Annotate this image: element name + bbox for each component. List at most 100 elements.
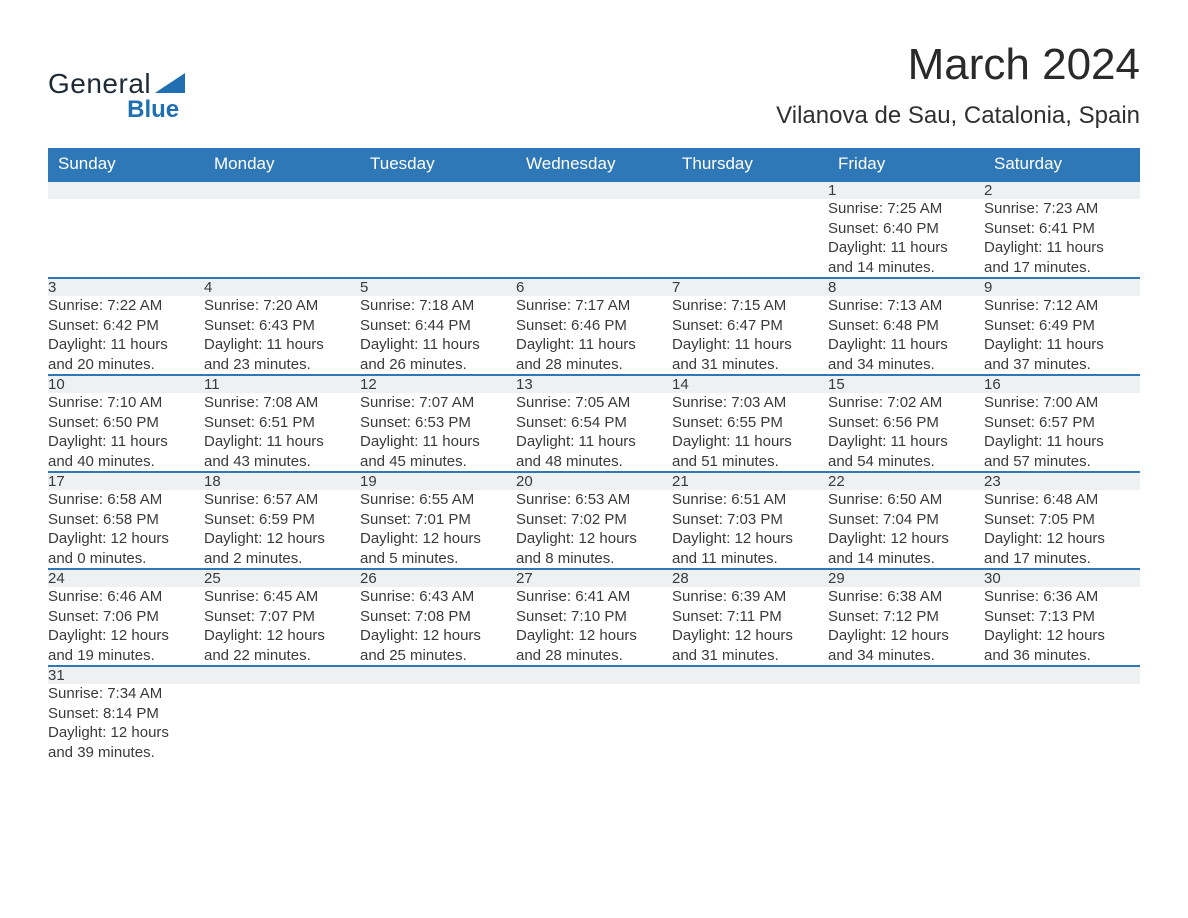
daylight-line1: Daylight: 11 hours: [984, 432, 1140, 452]
daylight-line2: and 37 minutes.: [984, 355, 1140, 375]
daylight-line2: and 11 minutes.: [672, 549, 828, 569]
week-daynum-row: 24252627282930: [48, 569, 1140, 587]
sunrise-text: Sunrise: 7:12 AM: [984, 296, 1140, 316]
day-number: [204, 181, 360, 199]
day-cell: Sunrise: 7:18 AMSunset: 6:44 PMDaylight:…: [360, 296, 516, 375]
sunrise-text: Sunrise: 7:02 AM: [828, 393, 984, 413]
day-cell: Sunrise: 6:41 AMSunset: 7:10 PMDaylight:…: [516, 587, 672, 666]
day-cell: Sunrise: 7:05 AMSunset: 6:54 PMDaylight:…: [516, 393, 672, 472]
daylight-line1: Daylight: 11 hours: [516, 432, 672, 452]
daylight-line2: and 31 minutes.: [672, 355, 828, 375]
daylight-line1: Daylight: 12 hours: [204, 626, 360, 646]
week-daynum-row: 31: [48, 666, 1140, 684]
week-body-row: Sunrise: 7:10 AMSunset: 6:50 PMDaylight:…: [48, 393, 1140, 472]
dow-header: Sunday: [48, 148, 204, 181]
day-number: 17: [48, 472, 204, 490]
sunrise-text: Sunrise: 6:50 AM: [828, 490, 984, 510]
day-cell: [204, 684, 360, 762]
day-number: 1: [828, 181, 984, 199]
day-cell: Sunrise: 7:23 AMSunset: 6:41 PMDaylight:…: [984, 199, 1140, 278]
daylight-line2: and 28 minutes.: [516, 355, 672, 375]
dow-header: Monday: [204, 148, 360, 181]
day-cell: Sunrise: 7:13 AMSunset: 6:48 PMDaylight:…: [828, 296, 984, 375]
daylight-line1: Daylight: 11 hours: [828, 432, 984, 452]
sunrise-text: Sunrise: 7:25 AM: [828, 199, 984, 219]
sunset-text: Sunset: 6:58 PM: [48, 510, 204, 530]
day-number: [204, 666, 360, 684]
sunrise-text: Sunrise: 6:46 AM: [48, 587, 204, 607]
day-cell: Sunrise: 7:02 AMSunset: 6:56 PMDaylight:…: [828, 393, 984, 472]
dow-header: Wednesday: [516, 148, 672, 181]
daylight-line1: Daylight: 11 hours: [516, 335, 672, 355]
day-number: 13: [516, 375, 672, 393]
day-number: 28: [672, 569, 828, 587]
day-cell: Sunrise: 6:36 AMSunset: 7:13 PMDaylight:…: [984, 587, 1140, 666]
daylight-line1: Daylight: 12 hours: [828, 626, 984, 646]
day-number: 29: [828, 569, 984, 587]
sunset-text: Sunset: 7:03 PM: [672, 510, 828, 530]
sunset-text: Sunset: 6:44 PM: [360, 316, 516, 336]
sunrise-text: Sunrise: 7:22 AM: [48, 296, 204, 316]
day-number: [984, 666, 1140, 684]
day-number: 20: [516, 472, 672, 490]
logo-word2: Blue: [127, 96, 179, 124]
sunset-text: Sunset: 7:08 PM: [360, 607, 516, 627]
day-cell: Sunrise: 7:15 AMSunset: 6:47 PMDaylight:…: [672, 296, 828, 375]
week-daynum-row: 10111213141516: [48, 375, 1140, 393]
day-cell: Sunrise: 6:46 AMSunset: 7:06 PMDaylight:…: [48, 587, 204, 666]
daylight-line1: Daylight: 11 hours: [984, 335, 1140, 355]
sunset-text: Sunset: 7:01 PM: [360, 510, 516, 530]
daylight-line1: Daylight: 12 hours: [360, 626, 516, 646]
day-number: 30: [984, 569, 1140, 587]
sunrise-text: Sunrise: 7:23 AM: [984, 199, 1140, 219]
sunrise-text: Sunrise: 7:15 AM: [672, 296, 828, 316]
daylight-line1: Daylight: 11 hours: [360, 432, 516, 452]
daylight-line1: Daylight: 12 hours: [204, 529, 360, 549]
week-daynum-row: 12: [48, 181, 1140, 199]
daylight-line2: and 5 minutes.: [360, 549, 516, 569]
daylight-line1: Daylight: 11 hours: [204, 432, 360, 452]
day-number: 7: [672, 278, 828, 296]
day-number: [48, 181, 204, 199]
day-number: [516, 666, 672, 684]
daylight-line2: and 19 minutes.: [48, 646, 204, 666]
day-cell: Sunrise: 6:48 AMSunset: 7:05 PMDaylight:…: [984, 490, 1140, 569]
page-subtitle: Vilanova de Sau, Catalonia, Spain: [776, 102, 1140, 130]
day-cell: [360, 199, 516, 278]
sunrise-text: Sunrise: 6:43 AM: [360, 587, 516, 607]
daylight-line2: and 40 minutes.: [48, 452, 204, 472]
day-of-week-header: SundayMondayTuesdayWednesdayThursdayFrid…: [48, 148, 1140, 181]
sunset-text: Sunset: 7:12 PM: [828, 607, 984, 627]
daylight-line1: Daylight: 12 hours: [516, 529, 672, 549]
day-cell: Sunrise: 7:17 AMSunset: 6:46 PMDaylight:…: [516, 296, 672, 375]
daylight-line2: and 28 minutes.: [516, 646, 672, 666]
daylight-line1: Daylight: 11 hours: [828, 238, 984, 258]
daylight-line2: and 14 minutes.: [828, 258, 984, 278]
daylight-line2: and 57 minutes.: [984, 452, 1140, 472]
day-number: [672, 666, 828, 684]
sunset-text: Sunset: 7:07 PM: [204, 607, 360, 627]
sunset-text: Sunset: 6:49 PM: [984, 316, 1140, 336]
day-cell: Sunrise: 6:53 AMSunset: 7:02 PMDaylight:…: [516, 490, 672, 569]
sunrise-text: Sunrise: 7:18 AM: [360, 296, 516, 316]
daylight-line1: Daylight: 11 hours: [672, 432, 828, 452]
day-cell: Sunrise: 6:45 AMSunset: 7:07 PMDaylight:…: [204, 587, 360, 666]
header-row: General Blue March 2024 Vilanova de Sau,…: [48, 40, 1140, 140]
daylight-line2: and 54 minutes.: [828, 452, 984, 472]
sunset-text: Sunset: 7:05 PM: [984, 510, 1140, 530]
day-number: 6: [516, 278, 672, 296]
day-cell: [828, 684, 984, 762]
day-cell: Sunrise: 7:10 AMSunset: 6:50 PMDaylight:…: [48, 393, 204, 472]
day-number: 14: [672, 375, 828, 393]
day-number: 2: [984, 181, 1140, 199]
daylight-line2: and 36 minutes.: [984, 646, 1140, 666]
day-number: 12: [360, 375, 516, 393]
dow-header: Thursday: [672, 148, 828, 181]
daylight-line2: and 2 minutes.: [204, 549, 360, 569]
daylight-line2: and 22 minutes.: [204, 646, 360, 666]
day-number: [360, 181, 516, 199]
week-body-row: Sunrise: 7:34 AMSunset: 8:14 PMDaylight:…: [48, 684, 1140, 762]
daylight-line2: and 23 minutes.: [204, 355, 360, 375]
day-number: 26: [360, 569, 516, 587]
day-cell: [360, 684, 516, 762]
